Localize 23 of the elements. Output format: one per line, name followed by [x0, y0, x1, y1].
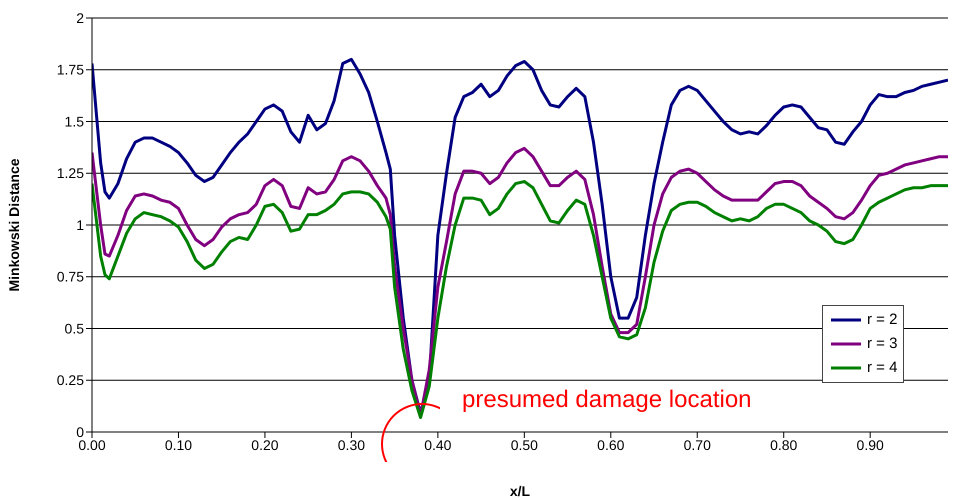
x-tick-label: 0.50 — [510, 436, 538, 453]
legend-label: r = 4 — [867, 358, 898, 378]
x-tick-label: 0.40 — [424, 436, 452, 453]
y-tick-label: 1.25 — [56, 165, 84, 182]
x-tick-label: 0.60 — [597, 436, 625, 453]
y-axis-title: Minkowski Distance — [6, 158, 22, 292]
y-tick-label: 1 — [76, 216, 84, 233]
x-tick-label: 0.20 — [251, 436, 279, 453]
x-tick-label: 0.10 — [164, 436, 192, 453]
x-tick-label: 0.90 — [856, 436, 884, 453]
legend-label: r = 3 — [867, 334, 898, 354]
y-tick-label: 2 — [76, 10, 84, 26]
y-tick-label: 0.25 — [56, 372, 84, 388]
y-tick-label: 0.5 — [64, 320, 84, 336]
x-axis-title: x/L — [510, 483, 531, 499]
x-tick-label: 0.80 — [770, 436, 798, 453]
legend-label: r = 2 — [867, 310, 898, 330]
y-tick-label: 1.75 — [56, 62, 84, 78]
x-tick-label: 0.30 — [338, 436, 366, 453]
annotation: presumed damage location — [462, 386, 752, 414]
x-tick-label: 0.70 — [684, 436, 712, 453]
y-tick-label: 1.5 — [64, 113, 84, 130]
y-tick-label: 0.75 — [56, 268, 84, 285]
